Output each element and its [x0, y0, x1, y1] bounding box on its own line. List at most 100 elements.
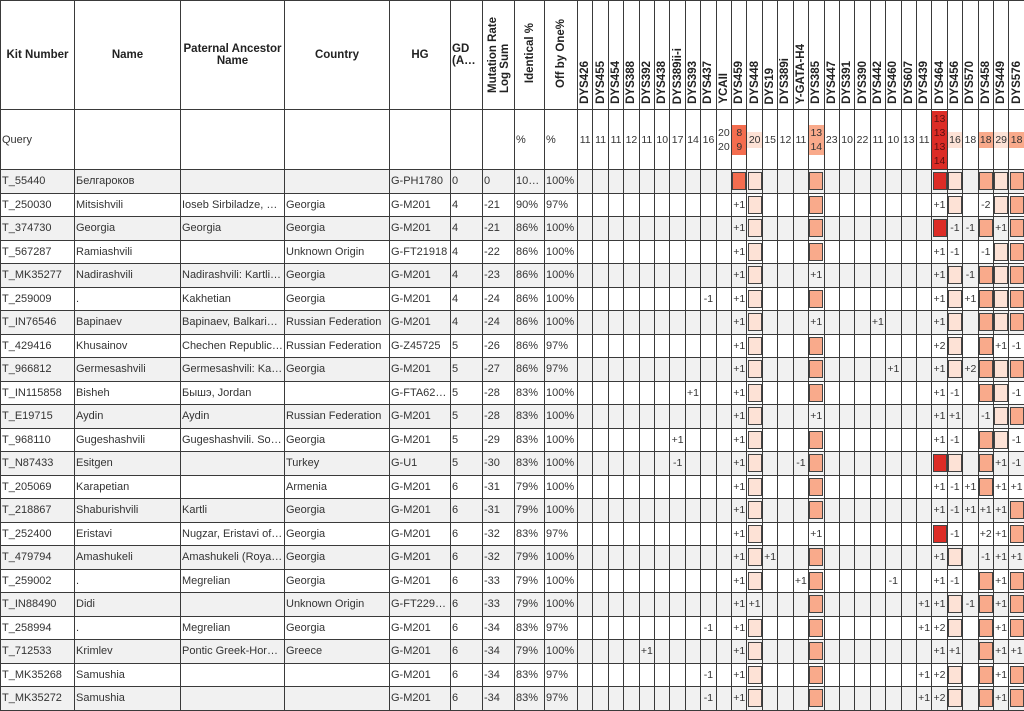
- header-marker[interactable]: DYS458: [978, 1, 993, 110]
- header-marker[interactable]: DYS448: [747, 1, 762, 110]
- cell-kit-number[interactable]: T_252400: [1, 522, 75, 546]
- header-paternal-ancestor[interactable]: Paternal Ancestor Name: [181, 1, 285, 110]
- header-gd[interactable]: GD (Abs): [451, 1, 483, 110]
- header-marker[interactable]: DYS442: [870, 1, 885, 110]
- cell-kit-number[interactable]: T_429416: [1, 334, 75, 358]
- marker-match: [624, 616, 639, 640]
- cell-kit-number[interactable]: T_259002: [1, 569, 75, 593]
- cell-kit-number[interactable]: T_IN76546: [1, 311, 75, 335]
- cell-kit-number[interactable]: T_479794: [1, 546, 75, 570]
- header-marker[interactable]: DYS438: [655, 1, 670, 110]
- marker-match: [716, 687, 731, 711]
- header-marker[interactable]: DYS19: [762, 1, 777, 110]
- header-marker[interactable]: DYS576: [1009, 1, 1024, 110]
- query-marker-value: 11: [578, 110, 593, 170]
- marker-match: [963, 687, 978, 711]
- header-marker[interactable]: DYS607: [901, 1, 916, 110]
- cell-kit-number[interactable]: T_966812: [1, 358, 75, 382]
- cell-kit-number[interactable]: T_205069: [1, 475, 75, 499]
- header-off-by-one[interactable]: Off by One%: [545, 1, 578, 110]
- cell-kit-number[interactable]: T_250030: [1, 193, 75, 217]
- header-marker[interactable]: DYS439: [916, 1, 931, 110]
- header-mutation-rate[interactable]: Mutation Rate Log Sum: [483, 1, 515, 110]
- header-marker[interactable]: DYS449: [993, 1, 1008, 110]
- cell-kit-number[interactable]: T_IN88490: [1, 593, 75, 617]
- cell-kit-number[interactable]: T_712533: [1, 640, 75, 664]
- match-box: [979, 642, 993, 660]
- header-identical[interactable]: Identical %: [515, 1, 545, 110]
- header-marker[interactable]: DYS385: [809, 1, 824, 110]
- header-name[interactable]: Name: [75, 1, 181, 110]
- cell-kit-number[interactable]: T_258994: [1, 616, 75, 640]
- header-marker[interactable]: DYS391: [839, 1, 854, 110]
- header-marker[interactable]: DYS426: [578, 1, 593, 110]
- header-marker[interactable]: Y-GATA-H4: [793, 1, 808, 110]
- header-marker[interactable]: DYS437: [701, 1, 716, 110]
- header-marker[interactable]: DYS392: [639, 1, 654, 110]
- header-marker[interactable]: DYS459: [732, 1, 747, 110]
- cell-kit-number[interactable]: T_218867: [1, 499, 75, 523]
- cell-mutation-rate: -24: [483, 311, 515, 335]
- header-marker[interactable]: DYS456: [947, 1, 962, 110]
- marker-diff: +1: [732, 663, 747, 687]
- header-marker[interactable]: DYS389ii-i: [670, 1, 685, 110]
- cell-kit-number[interactable]: T_MK35277: [1, 264, 75, 288]
- header-marker[interactable]: DYS388: [624, 1, 639, 110]
- marker-match: [624, 193, 639, 217]
- header-country[interactable]: Country: [285, 1, 390, 110]
- cell-mutation-rate: -22: [483, 240, 515, 264]
- marker-match: [762, 358, 777, 382]
- marker-match: [778, 687, 793, 711]
- header-marker[interactable]: DYS389i: [778, 1, 793, 110]
- cell-kit-number[interactable]: T_374730: [1, 217, 75, 241]
- header-marker[interactable]: DYS460: [886, 1, 901, 110]
- cell-kit-number[interactable]: T_IN115858: [1, 381, 75, 405]
- header-marker[interactable]: DYS464: [932, 1, 947, 110]
- match-box: [809, 572, 823, 590]
- header-hg[interactable]: HG: [390, 1, 451, 110]
- cell-kit-number[interactable]: T_55440: [1, 170, 75, 194]
- marker-match: [608, 334, 623, 358]
- marker-match: [670, 663, 685, 687]
- cell-kit-number[interactable]: T_567287: [1, 240, 75, 264]
- header-marker[interactable]: DYS455: [593, 1, 608, 110]
- cell-kit-number[interactable]: T_N87433: [1, 452, 75, 476]
- marker-match: [855, 240, 870, 264]
- header-marker[interactable]: YCAII: [716, 1, 731, 110]
- cell-kit-number[interactable]: T_MK35268: [1, 663, 75, 687]
- header-marker[interactable]: DYS393: [685, 1, 700, 110]
- cell-kit-number[interactable]: T_E19715: [1, 405, 75, 429]
- header-kit-number[interactable]: Kit Number: [1, 1, 75, 110]
- cell-kit-number[interactable]: T_MK35272: [1, 687, 75, 711]
- header-marker[interactable]: DYS454: [608, 1, 623, 110]
- header-marker[interactable]: DYS390: [855, 1, 870, 110]
- cell-kit-number[interactable]: T_968110: [1, 428, 75, 452]
- marker-diff: +1: [809, 522, 824, 546]
- header-marker[interactable]: DYS570: [963, 1, 978, 110]
- cell-kit-number[interactable]: T_259009: [1, 287, 75, 311]
- header-marker[interactable]: DYS447: [824, 1, 839, 110]
